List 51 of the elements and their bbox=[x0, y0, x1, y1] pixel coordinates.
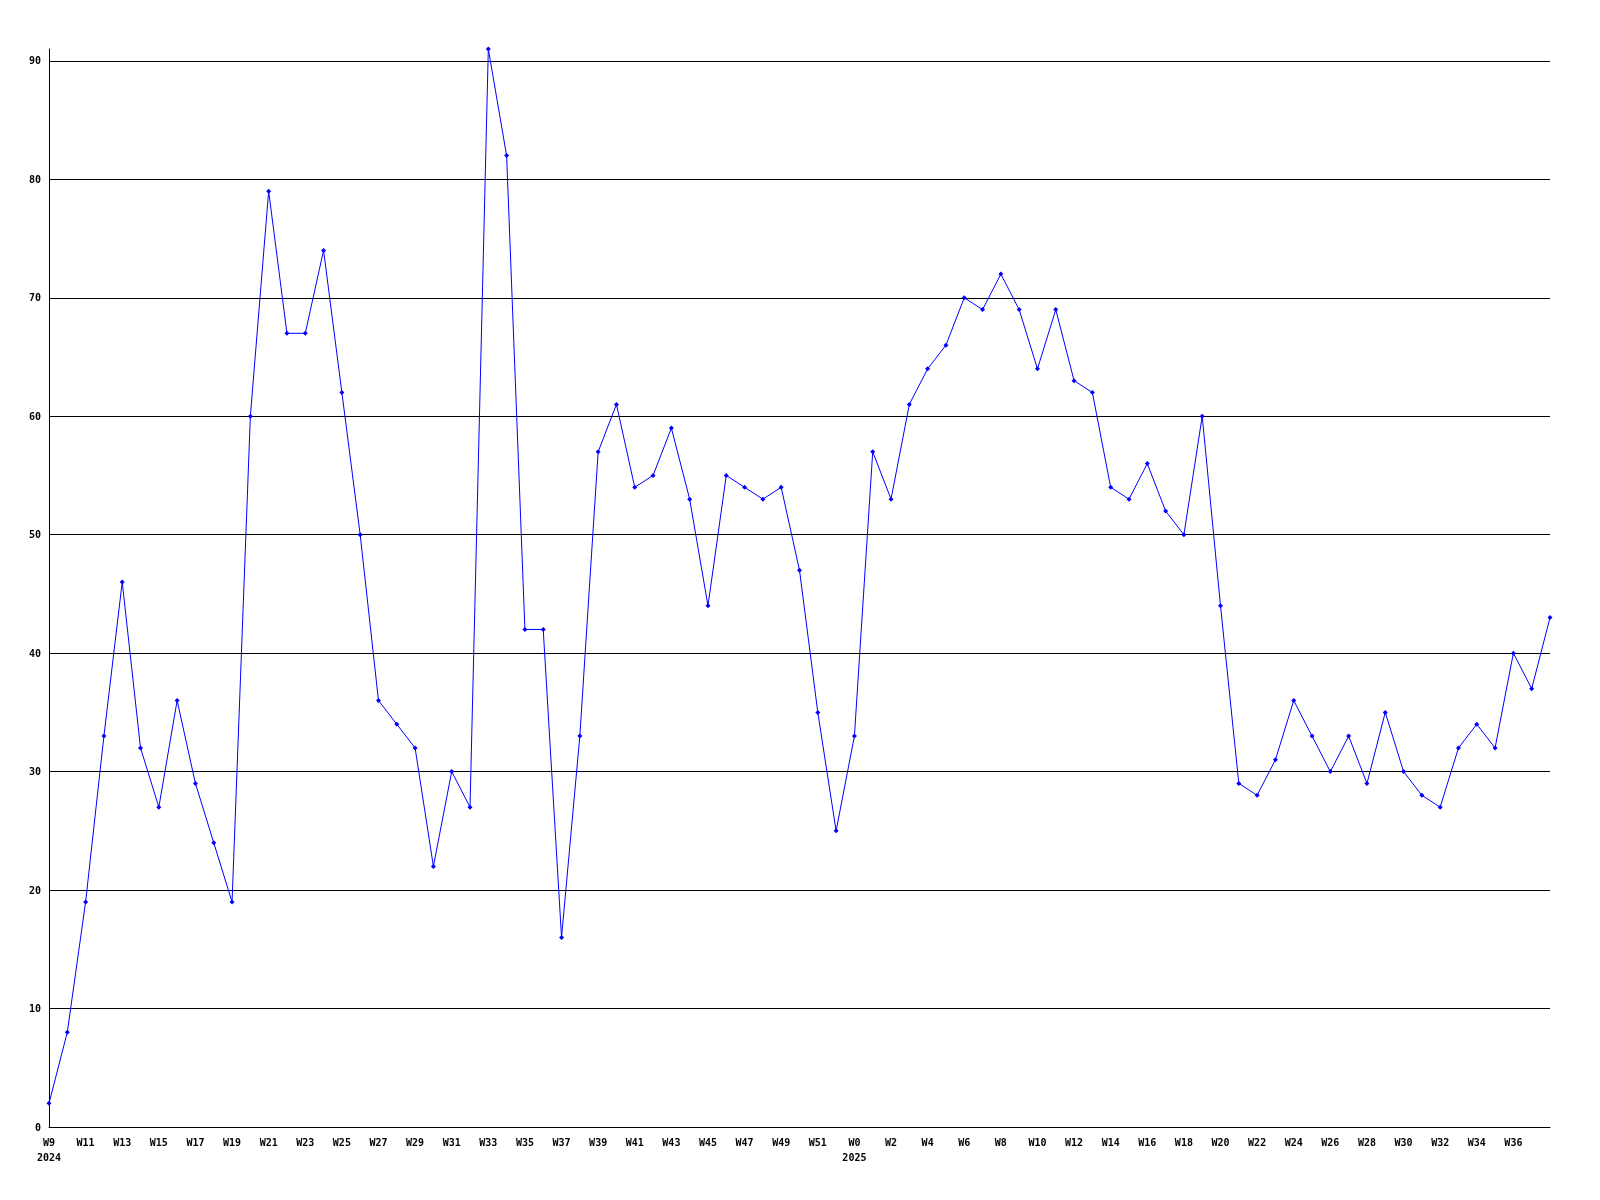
x-tick-label: W2 bbox=[885, 1137, 898, 1148]
y-tick-label: 60 bbox=[28, 410, 41, 422]
x-tick-label: W0 2025 bbox=[842, 1137, 867, 1163]
x-tick-label: W24 bbox=[1284, 1137, 1303, 1148]
x-tick-label: W10 bbox=[1028, 1137, 1047, 1148]
x-tick-label: W16 bbox=[1138, 1137, 1157, 1148]
x-tick-label: W14 bbox=[1101, 1137, 1120, 1148]
x-tick-label: W25 bbox=[332, 1137, 351, 1148]
x-tick-label: W8 bbox=[994, 1137, 1007, 1148]
x-tick-label: W41 bbox=[625, 1137, 644, 1148]
x-tick-label: W29 bbox=[406, 1137, 425, 1148]
x-tick-label: W19 bbox=[223, 1137, 242, 1148]
y-tick-label: 30 bbox=[28, 766, 41, 778]
x-tick-label: W27 bbox=[369, 1137, 388, 1148]
x-tick-label: W34 bbox=[1467, 1137, 1486, 1148]
y-tick-label: 80 bbox=[28, 173, 41, 185]
x-tick-label: W22 bbox=[1248, 1137, 1267, 1148]
x-tick-label: W12 bbox=[1065, 1137, 1084, 1148]
x-tick-label: W39 bbox=[589, 1137, 608, 1148]
y-tick-label: 70 bbox=[28, 292, 41, 304]
y-tick-label: 20 bbox=[28, 884, 41, 896]
x-tick-label: W6 bbox=[958, 1137, 971, 1148]
x-tick-label: W43 bbox=[662, 1137, 681, 1148]
x-tick-label: W37 bbox=[552, 1137, 571, 1148]
x-tick-label: W33 bbox=[479, 1137, 498, 1148]
x-tick-label: W32 bbox=[1431, 1137, 1450, 1148]
x-tick-label: W31 bbox=[442, 1137, 461, 1148]
x-tick-label: W4 bbox=[921, 1137, 934, 1148]
x-tick-label: W51 bbox=[808, 1137, 827, 1148]
x-tick-label: W20 bbox=[1211, 1137, 1230, 1148]
x-tick-label: W17 bbox=[186, 1137, 205, 1148]
y-tick-label: 50 bbox=[28, 529, 41, 541]
y-tick-label: 10 bbox=[28, 1003, 41, 1015]
x-tick-label: W36 bbox=[1504, 1137, 1523, 1148]
x-tick-label: W18 bbox=[1174, 1137, 1193, 1148]
x-tick-label: W21 bbox=[259, 1137, 278, 1148]
x-tick-label: W49 bbox=[772, 1137, 791, 1148]
x-tick-label: W47 bbox=[735, 1137, 754, 1148]
y-tick-label: 0 bbox=[34, 1121, 41, 1133]
x-tick-label: W15 bbox=[149, 1137, 168, 1148]
x-tick-label: W30 bbox=[1394, 1137, 1413, 1148]
y-tick-label: 90 bbox=[28, 55, 41, 67]
y-tick-label: 40 bbox=[28, 647, 41, 659]
x-tick-label: W9 2024 bbox=[36, 1137, 62, 1163]
x-tick-label: W28 bbox=[1357, 1137, 1376, 1148]
x-tick-label: W13 bbox=[113, 1137, 132, 1148]
x-tick-label: W26 bbox=[1321, 1137, 1340, 1148]
x-tick-label: W11 bbox=[76, 1137, 95, 1148]
x-tick-label: W23 bbox=[296, 1137, 315, 1148]
x-tick-label: W35 bbox=[515, 1137, 534, 1148]
x-tick-label: W45 bbox=[698, 1137, 718, 1148]
